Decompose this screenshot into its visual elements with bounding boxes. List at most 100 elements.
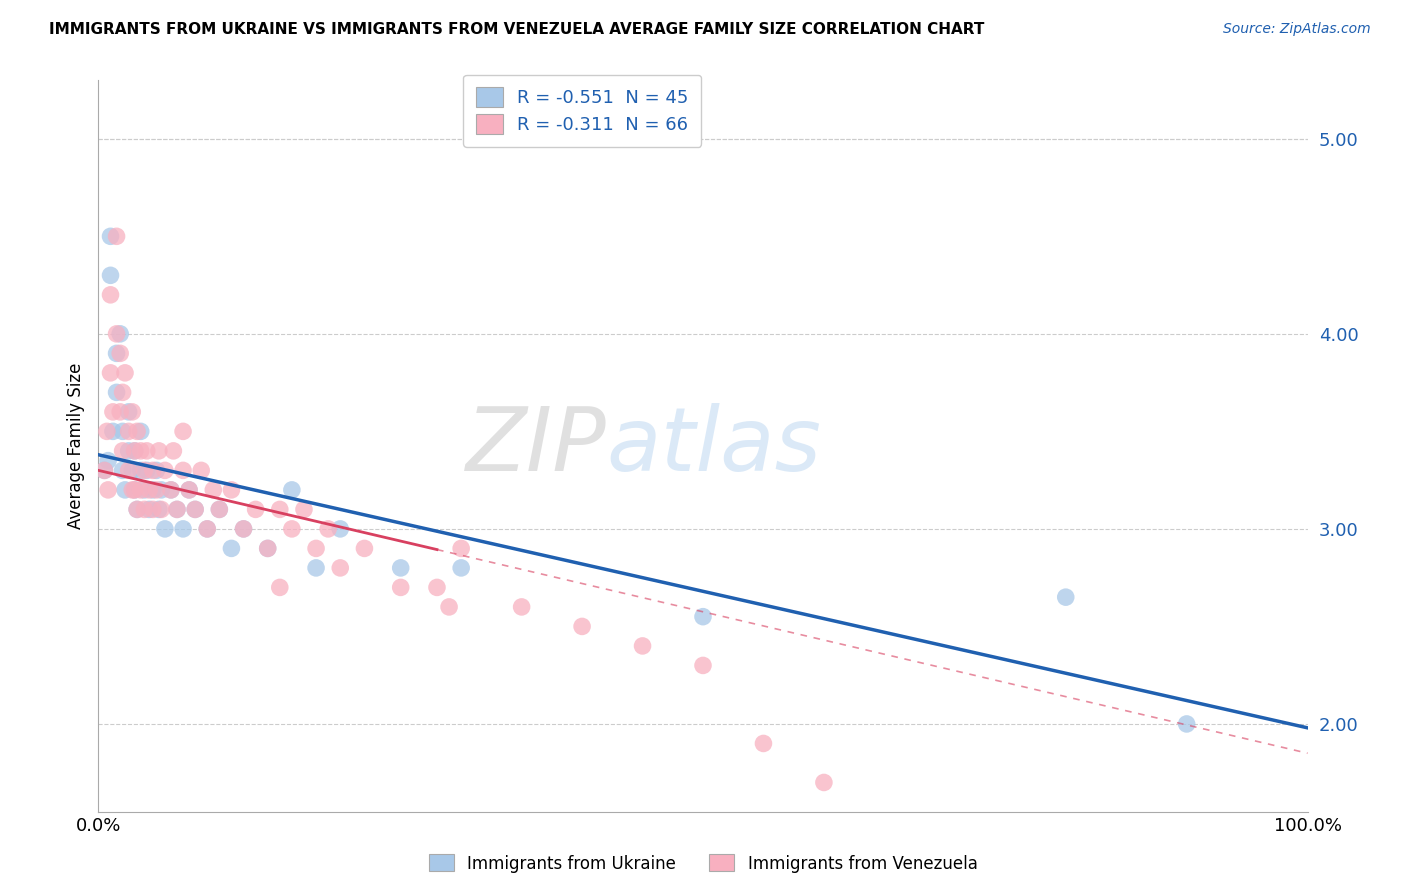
Point [305,541,328,556]
Point [510,599,533,614]
Legend: Immigrants from Ukraine, Immigrants from Venezuela: Immigrants from Ukraine, Immigrants from… [422,847,984,880]
Point [114,366,136,380]
Point [232,522,254,536]
Point [202,483,225,497]
Point [172,463,194,477]
Point [631,639,654,653]
Point [93,463,115,477]
Point [138,483,160,497]
Point [142,463,165,477]
Point [100,268,122,283]
Point [142,502,165,516]
Point [121,405,143,419]
Point [105,326,128,341]
Point [124,443,146,458]
Point [179,483,201,497]
Point [97,483,120,497]
Point [172,522,194,536]
Point [108,326,131,341]
Point [127,502,149,516]
Point [124,483,146,497]
Point [121,483,143,497]
Point [153,463,176,477]
Point [571,619,593,633]
Point [316,522,339,536]
Point [108,405,131,419]
Point [124,443,146,458]
Point [129,463,152,477]
Point [135,443,157,458]
Point [160,483,183,497]
Point [118,443,141,458]
Point [305,561,328,575]
Point [134,502,156,516]
Point [118,425,141,439]
Point [129,483,152,497]
Text: Source: ZipAtlas.com: Source: ZipAtlas.com [1223,22,1371,37]
Point [114,483,136,497]
Point [153,522,176,536]
Point [100,366,122,380]
Point [148,502,170,516]
Point [138,502,160,516]
Point [134,483,156,497]
Point [145,483,167,497]
Point [166,502,188,516]
Point [111,443,134,458]
Y-axis label: Average Family Size: Average Family Size [66,363,84,529]
Point [100,288,122,302]
Point [127,502,149,516]
Point [389,581,412,595]
Point [232,522,254,536]
Point [245,502,267,516]
Point [1175,717,1198,731]
Point [150,502,173,516]
Point [1054,590,1077,604]
Point [111,463,134,477]
Point [145,463,167,477]
Legend: R = -0.551  N = 45, R = -0.311  N = 66: R = -0.551 N = 45, R = -0.311 N = 66 [463,75,702,147]
Point [111,425,134,439]
Point [105,346,128,360]
Point [129,443,152,458]
Point [353,541,375,556]
Point [208,502,231,516]
Point [111,385,134,400]
Point [329,522,352,536]
Point [184,502,207,516]
Point [148,443,170,458]
Point [179,483,201,497]
Point [118,405,141,419]
Point [269,502,291,516]
Point [124,483,146,497]
Point [195,522,218,536]
Point [190,463,212,477]
Point [184,502,207,516]
Point [426,581,449,595]
Point [101,405,124,419]
Point [256,541,278,556]
Point [127,425,149,439]
Point [450,541,472,556]
Point [692,609,714,624]
Point [93,463,115,477]
Point [108,346,131,360]
Text: ZIP: ZIP [465,403,606,489]
Point [160,483,183,497]
Point [281,483,304,497]
Point [97,453,120,467]
Point [437,599,460,614]
Point [166,502,188,516]
Text: atlas: atlas [606,403,821,489]
Point [172,425,194,439]
Point [129,425,152,439]
Point [450,561,472,575]
Point [281,522,304,536]
Point [105,229,128,244]
Point [692,658,714,673]
Point [208,502,231,516]
Point [256,541,278,556]
Point [292,502,315,516]
Point [269,581,291,595]
Point [752,736,775,750]
